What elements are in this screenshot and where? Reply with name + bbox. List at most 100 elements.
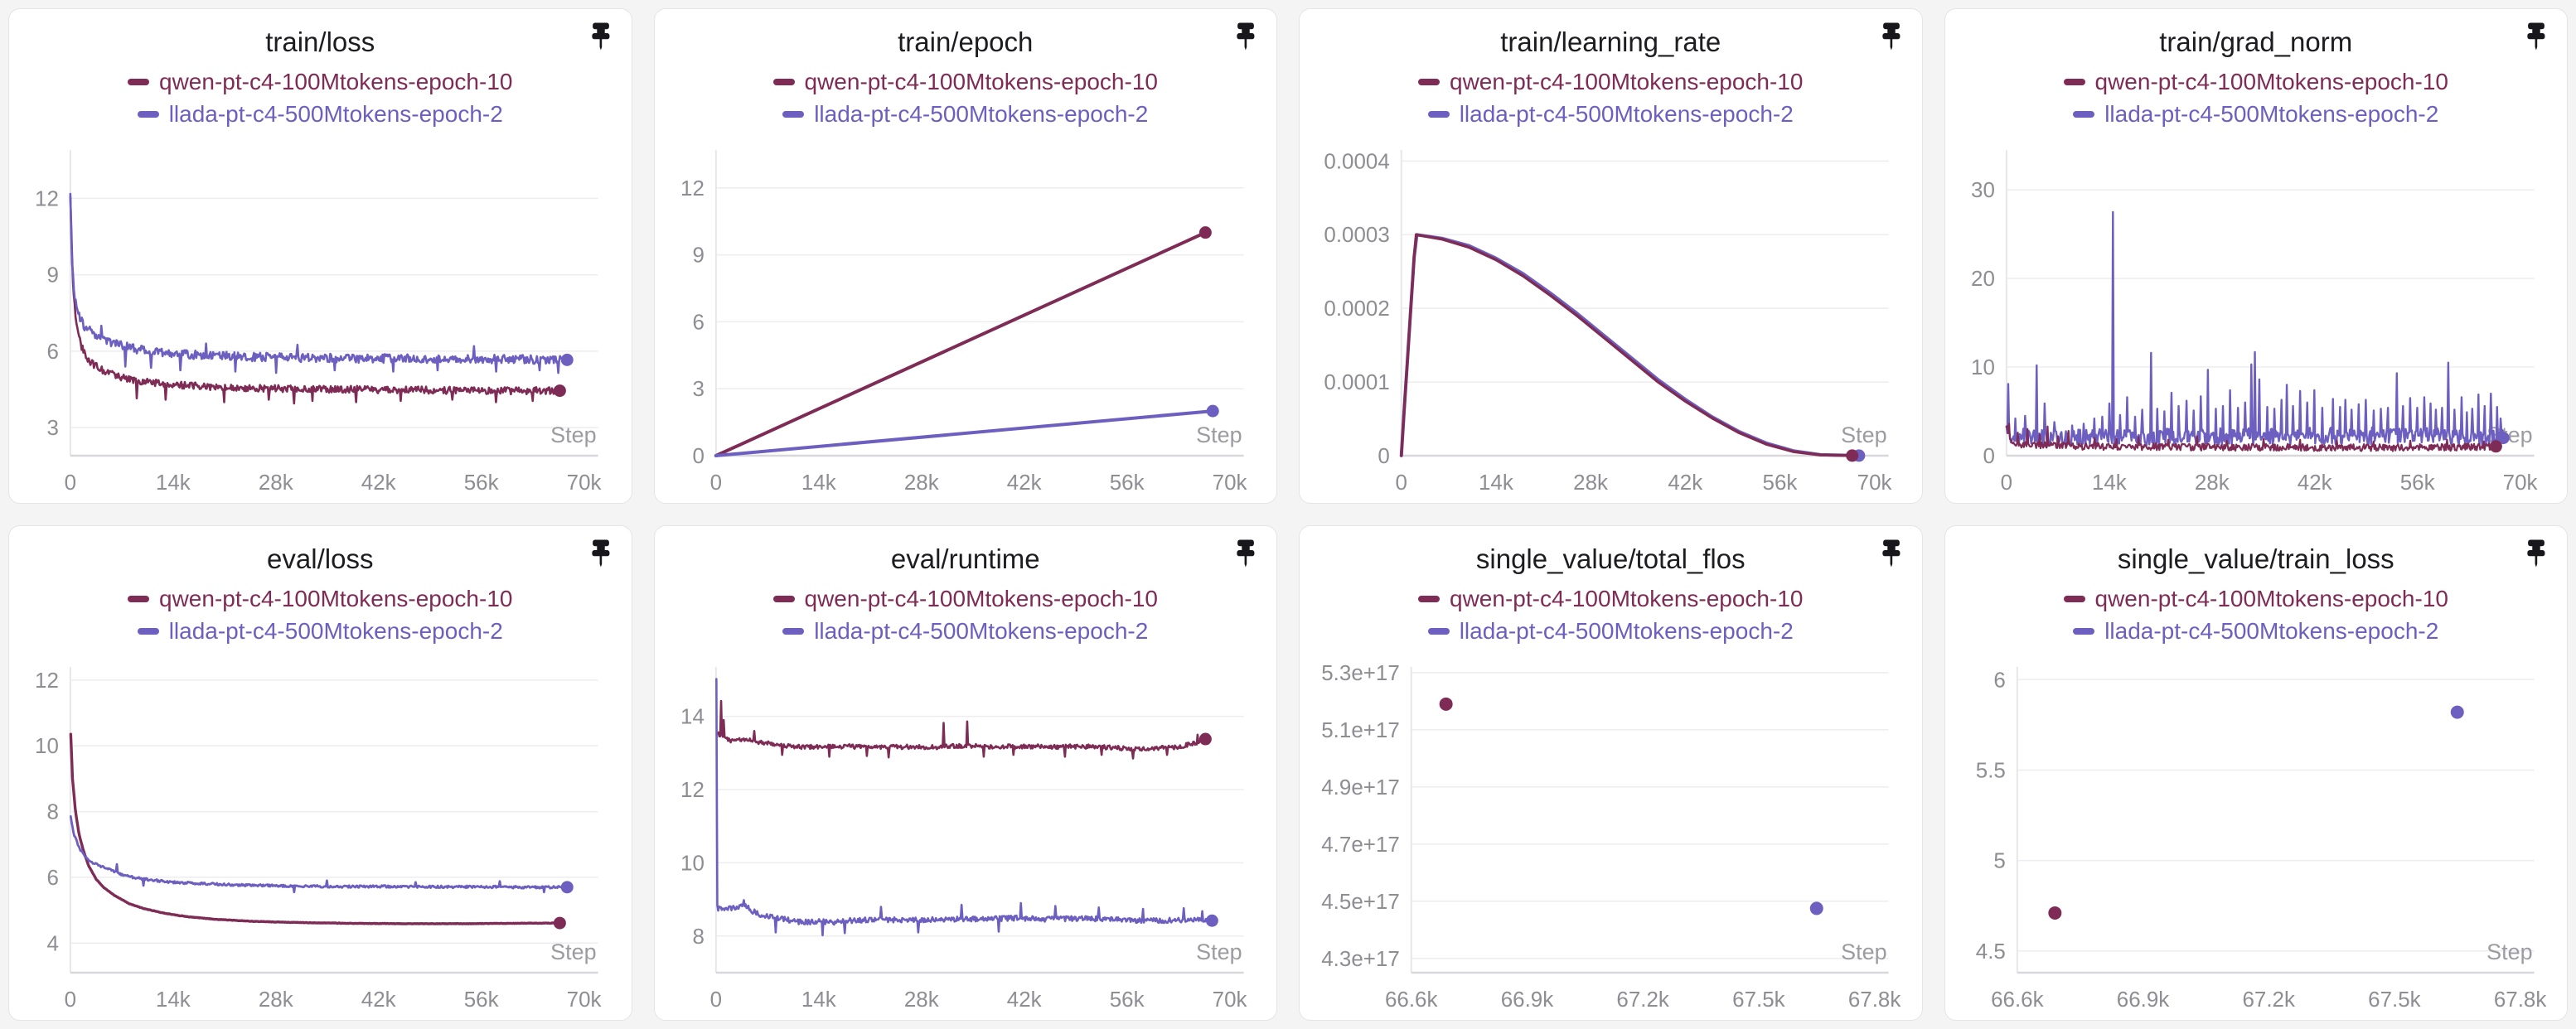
pin-button[interactable]: [1877, 538, 1905, 569]
series-line-qwen-pt-c4-100mtokens-epoch-10: [1400, 233, 1854, 457]
x-tick-label: 0: [65, 470, 76, 495]
pin-icon: [591, 539, 609, 568]
pin-button[interactable]: [1877, 21, 1905, 52]
chart-card-train-loss: train/loss qwen-pt-c4-100Mtokens-epoch-10…: [8, 8, 632, 504]
pin-icon: [1237, 22, 1255, 51]
legend-swatch: [782, 628, 805, 635]
legend-item-llada-pt-c4-500mtokens-epoch-2[interactable]: llada-pt-c4-500Mtokens-epoch-2: [2073, 618, 2438, 645]
x-tick-label: 14k: [1479, 470, 1514, 495]
legend-swatch: [2073, 628, 2095, 635]
pin-icon: [2527, 22, 2545, 51]
legend-swatch: [128, 596, 150, 602]
y-tick-label: 9: [692, 243, 704, 268]
legend-item-llada-pt-c4-500mtokens-epoch-2[interactable]: llada-pt-c4-500Mtokens-epoch-2: [137, 618, 503, 645]
legend-item-llada-pt-c4-500mtokens-epoch-2[interactable]: llada-pt-c4-500Mtokens-epoch-2: [782, 101, 1148, 128]
y-tick-label: 10: [35, 733, 59, 758]
y-tick-label: 10: [1971, 355, 1995, 379]
y-tick-label: 4: [46, 930, 58, 955]
y-tick-label: 8: [692, 924, 704, 949]
legend-item-qwen-pt-c4-100mtokens-epoch-10[interactable]: qwen-pt-c4-100Mtokens-epoch-10: [128, 69, 512, 95]
data-point-qwen-pt-c4-100mtokens-epoch-10: [2047, 906, 2061, 920]
chart-plot[interactable]: 4.5 5 5.5 6 66.6k 66.9k 67.2k 67.5k 67.8k Step: [1945, 662, 2568, 1018]
legend-item-llada-pt-c4-500mtokens-epoch-2[interactable]: llada-pt-c4-500Mtokens-epoch-2: [782, 618, 1148, 645]
x-axis-step-label: Step: [1196, 423, 1242, 447]
chart-title: eval/runtime: [890, 543, 1040, 574]
y-tick-label: 12: [35, 668, 59, 693]
endpoint-marker-qwen-pt-c4-100mtokens-epoch-10: [1198, 226, 1212, 239]
series-line-llada-pt-c4-500mtokens-epoch-2: [1399, 233, 1861, 457]
endpoint-marker-llada-pt-c4-500mtokens-epoch-2: [1205, 914, 1218, 927]
pin-button[interactable]: [1232, 538, 1260, 569]
y-tick-label: 0.0004: [1324, 148, 1389, 173]
legend-item-llada-pt-c4-500mtokens-epoch-2[interactable]: llada-pt-c4-500Mtokens-epoch-2: [1427, 101, 1794, 128]
legend-swatch: [137, 111, 159, 118]
chart-card-single-value-train-loss: single_value/train_loss qwen-pt-c4-100Mto…: [1944, 525, 2568, 1021]
pin-button[interactable]: [2522, 538, 2550, 569]
x-axis-step-label: Step: [1841, 423, 1886, 447]
x-tick-label: 56k: [464, 987, 500, 1012]
y-tick-label: 12: [680, 176, 705, 200]
pin-icon: [1881, 539, 1900, 568]
chart-plot[interactable]: 8 10 12 14 0 14k 28k 42k 56k 70k Step: [655, 662, 1277, 1018]
chart-title: train/loss: [265, 27, 375, 57]
y-tick-label: 4.5e+17: [1321, 889, 1399, 914]
x-tick-label: 42k: [361, 987, 397, 1012]
x-tick-label: 70k: [567, 470, 603, 495]
run-label: llada-pt-c4-500Mtokens-epoch-2: [1459, 618, 1794, 644]
pin-button[interactable]: [587, 21, 615, 52]
x-axis-step-label: Step: [1196, 940, 1242, 964]
x-axis-step-label: Step: [2486, 940, 2532, 964]
legend-item-qwen-pt-c4-100mtokens-epoch-10[interactable]: qwen-pt-c4-100Mtokens-epoch-10: [1418, 586, 1803, 612]
series-line-llada-pt-c4-500mtokens-epoch-2: [2005, 210, 2504, 447]
legend-item-qwen-pt-c4-100mtokens-epoch-10[interactable]: qwen-pt-c4-100Mtokens-epoch-10: [1418, 69, 1803, 95]
x-tick-label: 67.2k: [1616, 987, 1669, 1012]
x-tick-label: 28k: [2194, 470, 2230, 495]
x-tick-label: 0: [2000, 470, 2012, 495]
y-tick-label: 0: [1983, 443, 1994, 468]
legend-item-qwen-pt-c4-100mtokens-epoch-10[interactable]: qwen-pt-c4-100Mtokens-epoch-10: [2063, 69, 2448, 95]
x-tick-label: 70k: [567, 987, 603, 1012]
x-tick-label: 42k: [1006, 987, 1042, 1012]
pin-button[interactable]: [587, 538, 615, 569]
pin-button[interactable]: [1232, 21, 1260, 52]
x-tick-label: 14k: [801, 470, 836, 495]
endpoint-marker-qwen-pt-c4-100mtokens-epoch-10: [2489, 440, 2502, 453]
pin-button[interactable]: [2522, 21, 2550, 52]
legend-item-llada-pt-c4-500mtokens-epoch-2[interactable]: llada-pt-c4-500Mtokens-epoch-2: [2073, 101, 2438, 128]
x-tick-label: 0: [709, 987, 721, 1012]
series-line-qwen-pt-c4-100mtokens-epoch-10: [2005, 423, 2496, 452]
x-tick-label: 67.2k: [2242, 987, 2295, 1012]
legend-item-qwen-pt-c4-100mtokens-epoch-10[interactable]: qwen-pt-c4-100Mtokens-epoch-10: [2063, 586, 2448, 612]
x-tick-label: 42k: [1006, 470, 1042, 495]
chart-plot[interactable]: 0 0.0001 0.0002 0.0003 0.0004 0 14k 28k 42k 56k 70…: [1300, 145, 1922, 501]
x-tick-label: 70k: [1212, 470, 1247, 495]
x-tick-label: 70k: [2502, 470, 2538, 495]
legend-item-llada-pt-c4-500mtokens-epoch-2[interactable]: llada-pt-c4-500Mtokens-epoch-2: [1427, 618, 1794, 645]
run-label: llada-pt-c4-500Mtokens-epoch-2: [168, 101, 503, 127]
x-axis-step-label: Step: [550, 423, 596, 447]
chart-plot[interactable]: 4 6 8 10 12 0 14k 28k 42k 56k 70k Step: [9, 662, 632, 1018]
x-tick-label: 56k: [1109, 987, 1145, 1012]
chart-title: train/epoch: [898, 27, 1034, 57]
pin-icon: [1237, 539, 1255, 568]
x-tick-label: 42k: [2297, 470, 2332, 495]
legend-item-qwen-pt-c4-100mtokens-epoch-10[interactable]: qwen-pt-c4-100Mtokens-epoch-10: [128, 586, 512, 612]
legend: qwen-pt-c4-100Mtokens-epoch-10 llada-pt-c…: [655, 586, 1277, 645]
x-tick-label: 28k: [903, 987, 939, 1012]
x-tick-label: 66.6k: [1991, 987, 2044, 1012]
legend-item-llada-pt-c4-500mtokens-epoch-2[interactable]: llada-pt-c4-500Mtokens-epoch-2: [137, 101, 503, 128]
legend: qwen-pt-c4-100Mtokens-epoch-10 llada-pt-c…: [1300, 69, 1922, 128]
x-tick-label: 42k: [1668, 470, 1703, 495]
chart-plot[interactable]: 0 3 6 9 12 0 14k 28k 42k 56k 70k Step: [655, 145, 1277, 501]
y-tick-label: 0: [1378, 443, 1389, 468]
y-tick-label: 0.0003: [1324, 222, 1389, 247]
legend-item-qwen-pt-c4-100mtokens-epoch-10[interactable]: qwen-pt-c4-100Mtokens-epoch-10: [772, 69, 1158, 95]
legend-swatch: [1418, 596, 1441, 602]
chart-plot[interactable]: 4.3e+17 4.5e+17 4.7e+17 4.9e+17 5.1e+17 5.3e+…: [1300, 662, 1922, 1018]
y-tick-label: 6: [46, 339, 58, 364]
chart-plot[interactable]: 3 6 9 12 0 14k 28k 42k 56k 70k Step: [9, 145, 632, 501]
legend-item-qwen-pt-c4-100mtokens-epoch-10[interactable]: qwen-pt-c4-100Mtokens-epoch-10: [772, 586, 1158, 612]
endpoint-marker-qwen-pt-c4-100mtokens-epoch-10: [553, 916, 566, 930]
